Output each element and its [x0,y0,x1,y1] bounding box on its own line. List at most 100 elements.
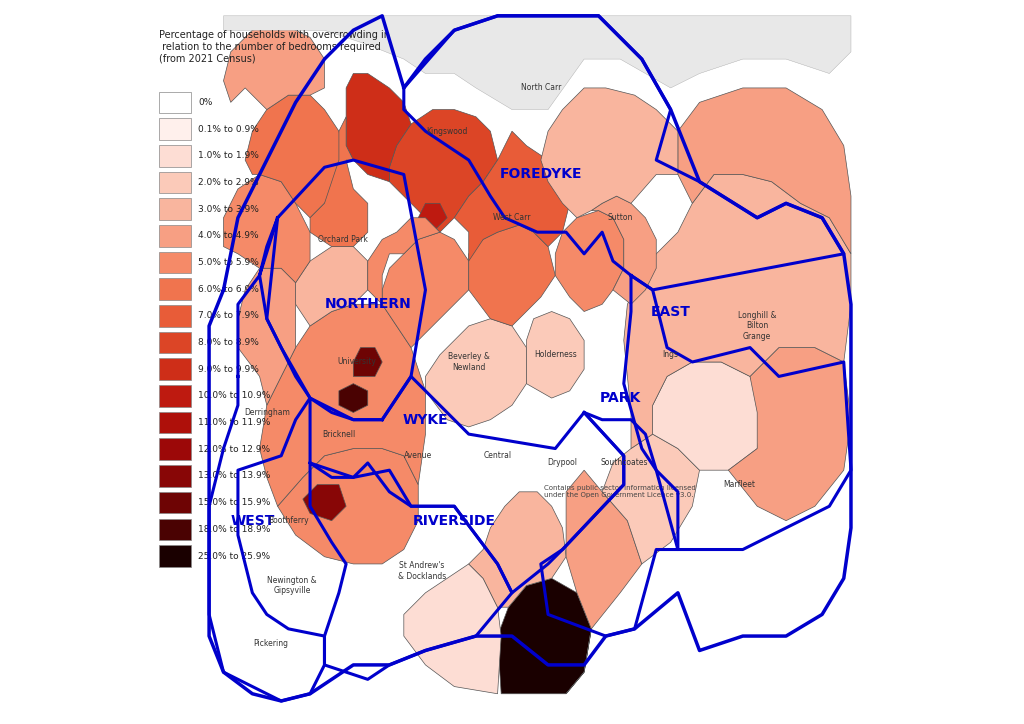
Polygon shape [602,434,699,564]
Text: NORTHERN: NORTHERN [325,298,411,311]
Bar [159,91,191,113]
Text: Central: Central [483,451,512,460]
Text: EAST: EAST [650,305,690,319]
Text: Boothferry: Boothferry [268,516,308,525]
Text: Bricknell: Bricknell [323,429,355,439]
Text: West Carr: West Carr [494,214,530,222]
Polygon shape [238,268,296,405]
Text: Percentage of households with overcrowding in
 relation to the number of bedroom: Percentage of households with overcrowdi… [159,30,389,64]
Polygon shape [498,578,591,694]
Text: Newington &
Gipsyville: Newington & Gipsyville [267,576,316,595]
Polygon shape [389,109,498,232]
Text: Derringham: Derringham [244,408,290,417]
Text: 11.0% to 11.9%: 11.0% to 11.9% [199,418,270,427]
Text: 3.0% to 3.9%: 3.0% to 3.9% [199,205,259,214]
Text: 18.0% to 18.9%: 18.0% to 18.9% [199,525,270,534]
Text: North Carr: North Carr [520,83,561,93]
Polygon shape [652,362,765,470]
Polygon shape [455,131,569,261]
Bar [159,465,191,487]
Text: 10.0% to 10.9%: 10.0% to 10.9% [199,392,270,400]
Polygon shape [566,470,642,694]
Polygon shape [425,319,526,427]
Text: Kingswood: Kingswood [426,127,468,135]
Text: Drypool: Drypool [548,458,578,468]
Text: Beverley &
Newland: Beverley & Newland [447,353,489,371]
Polygon shape [403,564,501,694]
Text: Marfleet: Marfleet [723,480,755,489]
Bar [159,145,191,167]
Text: University: University [338,358,377,366]
Polygon shape [469,225,555,326]
Text: 4.0% to 4.9%: 4.0% to 4.9% [199,231,259,240]
Bar [159,198,191,220]
Text: Southcoates: Southcoates [600,458,647,468]
Polygon shape [469,492,566,607]
Bar [159,412,191,434]
Polygon shape [223,174,310,282]
Polygon shape [591,196,656,304]
Polygon shape [223,16,851,109]
Polygon shape [418,203,447,232]
Text: St Andrew's
& Docklands: St Andrew's & Docklands [397,561,446,581]
Bar [159,518,191,540]
Text: PARK: PARK [600,391,641,405]
Polygon shape [346,74,411,182]
Polygon shape [296,247,368,326]
Bar [159,172,191,193]
Polygon shape [368,218,440,304]
Polygon shape [541,88,678,218]
Text: 25.0% to 25.9%: 25.0% to 25.9% [199,552,270,560]
Text: 15.0% to 15.9%: 15.0% to 15.9% [199,498,270,507]
Polygon shape [259,304,425,506]
Text: RIVERSIDE: RIVERSIDE [413,513,496,528]
Text: FOREDYKE: FOREDYKE [500,167,582,182]
Polygon shape [310,117,368,247]
Text: Longhill &
Bilton
Grange: Longhill & Bilton Grange [738,311,776,341]
Text: 13.0% to 13.9%: 13.0% to 13.9% [199,471,270,481]
Polygon shape [555,211,624,311]
Text: 12.0% to 12.9%: 12.0% to 12.9% [199,445,270,454]
Bar [159,492,191,513]
Text: Ings: Ings [663,350,679,359]
Polygon shape [339,384,368,413]
Polygon shape [382,232,469,348]
Polygon shape [278,449,418,564]
Polygon shape [245,95,346,218]
Text: 7.0% to 7.9%: 7.0% to 7.9% [199,311,259,320]
Bar [159,545,191,567]
Polygon shape [335,348,382,405]
Bar [159,439,191,460]
Polygon shape [728,348,851,521]
Text: 0.1% to 0.9%: 0.1% to 0.9% [199,125,259,133]
Text: 6.0% to 6.9%: 6.0% to 6.9% [199,285,259,294]
Text: WEST: WEST [230,513,274,528]
Text: Avenue: Avenue [404,451,432,460]
Bar [159,252,191,273]
Bar [159,118,191,140]
Text: 2.0% to 2.9%: 2.0% to 2.9% [199,178,259,187]
Bar [159,225,191,247]
Bar [159,332,191,353]
Polygon shape [303,484,346,521]
Text: Pickering: Pickering [253,639,288,648]
Polygon shape [526,311,584,398]
Bar [159,278,191,300]
Text: Holderness: Holderness [534,350,577,359]
Bar [159,305,191,327]
Text: Sutton: Sutton [607,214,633,222]
Bar [159,385,191,407]
Text: 9.0% to 9.9%: 9.0% to 9.9% [199,365,259,374]
Polygon shape [223,23,325,109]
Polygon shape [353,348,382,376]
Text: WYKE: WYKE [402,413,449,426]
Polygon shape [624,174,851,449]
Bar [159,358,191,380]
Text: 1.0% to 1.9%: 1.0% to 1.9% [199,151,259,160]
Text: 0%: 0% [199,98,213,107]
Text: Orchard Park: Orchard Park [317,235,368,244]
Text: Contains public sector information licensed
under the Open Government Licence v3: Contains public sector information licen… [545,484,696,497]
Text: 5.0% to 5.9%: 5.0% to 5.9% [199,258,259,267]
Polygon shape [678,88,851,254]
Text: 8.0% to 8.9%: 8.0% to 8.9% [199,338,259,347]
